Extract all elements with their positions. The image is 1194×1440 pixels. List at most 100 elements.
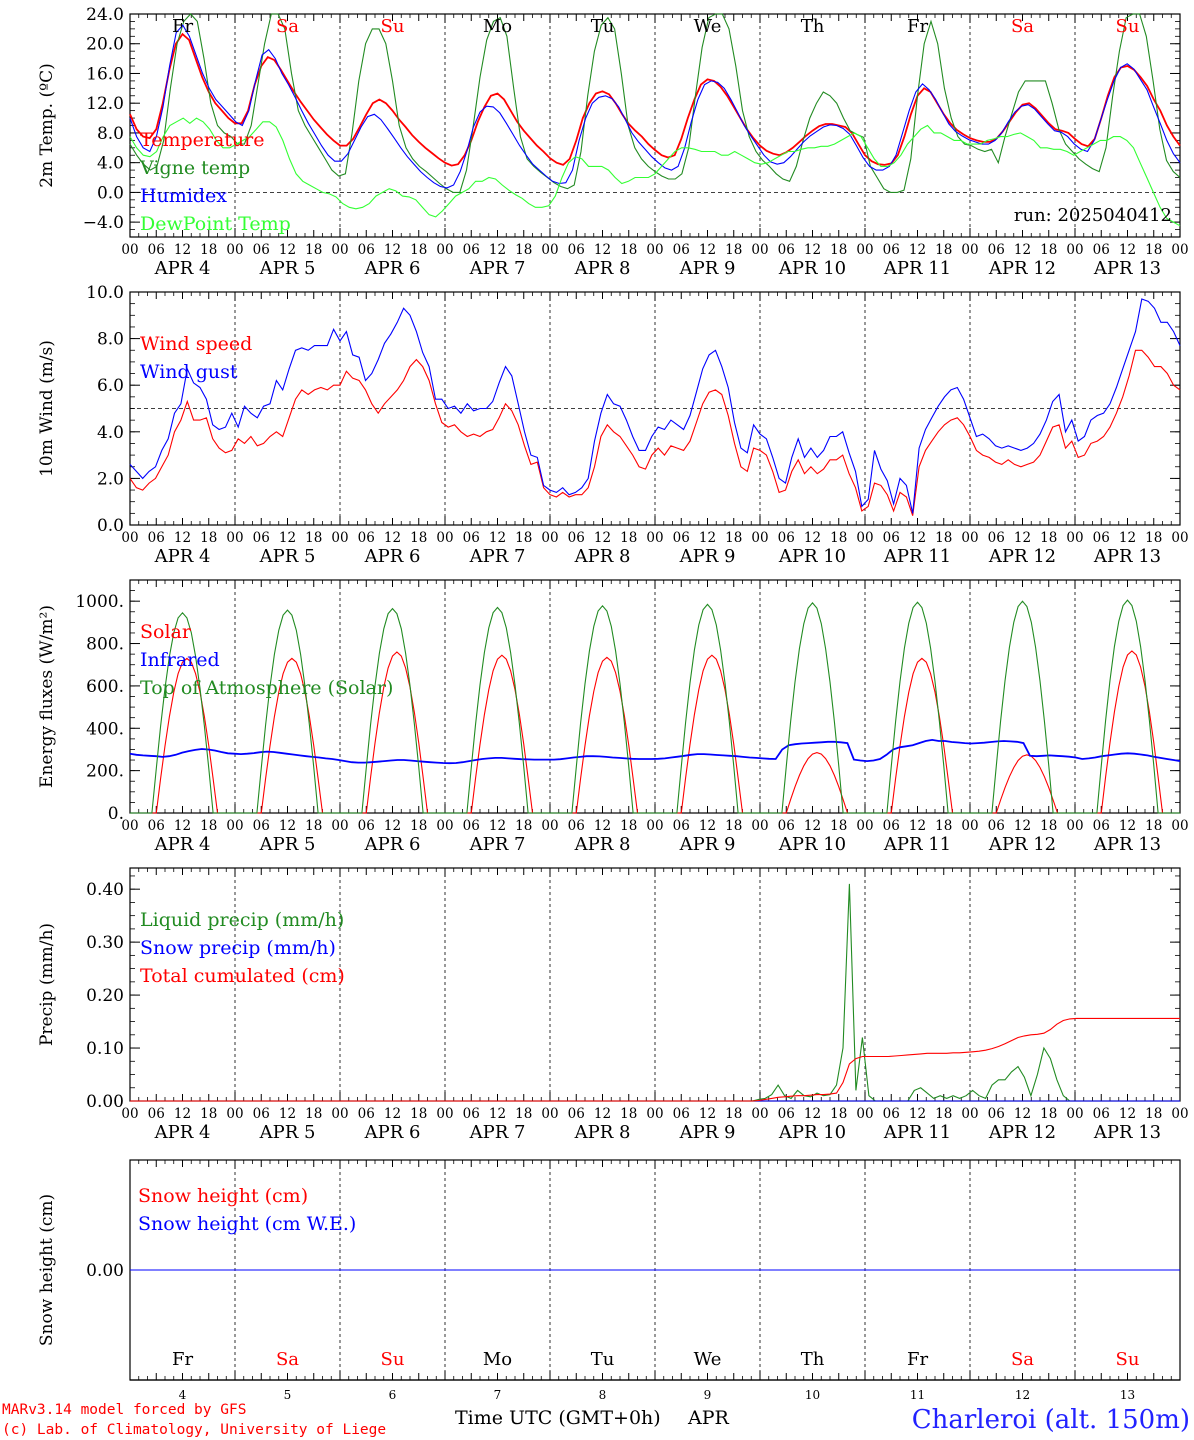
y-tick-label: 4.0 xyxy=(97,423,124,443)
x-hour-label: 06 xyxy=(988,1106,1005,1122)
x-hour-label: 18 xyxy=(515,1106,532,1122)
x-hour-label: 06 xyxy=(1093,818,1110,834)
x-hour-label: 00 xyxy=(121,242,138,258)
y-tick-label: 6.0 xyxy=(97,376,124,396)
y-axis-label: Precip (mm/h) xyxy=(37,923,57,1046)
x-hour-label: 06 xyxy=(883,1106,900,1122)
y-tick-label: −4.0 xyxy=(83,213,124,233)
x-hour-label: 18 xyxy=(200,530,217,546)
x-axis-month: APR xyxy=(687,1407,730,1429)
weekday-label: Su xyxy=(381,16,405,37)
x-hour-label: 12 xyxy=(909,818,926,834)
x-hour-label: 12 xyxy=(804,242,821,258)
x-hour-label: 00 xyxy=(751,242,768,258)
x-day-number: 9 xyxy=(704,1388,712,1402)
x-date-label: APR 8 xyxy=(574,258,631,279)
copyright-credit: (c) Lab. of Climatology, University of L… xyxy=(2,1422,386,1438)
weekday-label: Tu xyxy=(591,16,615,37)
x-date-label: APR 6 xyxy=(364,546,421,567)
x-day-number: 13 xyxy=(1120,1388,1135,1402)
y-tick-label: 600. xyxy=(86,677,124,697)
weekday-label: Su xyxy=(381,1349,405,1370)
x-hour-label: 00 xyxy=(646,242,663,258)
x-hour-label: 18 xyxy=(830,1106,847,1122)
x-hour-label: 12 xyxy=(1119,1106,1136,1122)
x-hour-label: 00 xyxy=(856,818,873,834)
weekday-label: Th xyxy=(801,16,825,37)
legend-entry: Humidex xyxy=(140,185,227,207)
weekday-label: Fr xyxy=(907,16,928,37)
x-hour-label: 18 xyxy=(725,530,742,546)
x-hour-label: 06 xyxy=(463,818,480,834)
series-line-wind-gust xyxy=(129,298,1181,514)
x-hour-label: 00 xyxy=(751,1106,768,1122)
x-hour-label: 12 xyxy=(1014,242,1031,258)
x-hour-label: 00 xyxy=(541,530,558,546)
x-date-label: APR 9 xyxy=(679,834,736,855)
x-date-label: APR 11 xyxy=(883,546,951,567)
x-date-label: APR 12 xyxy=(988,834,1056,855)
y-tick-label: 24.0 xyxy=(86,5,124,25)
x-hour-label: 00 xyxy=(1066,530,1083,546)
legend-entry: Liquid precip (mm/h) xyxy=(140,909,344,931)
x-hour-label: 12 xyxy=(594,242,611,258)
x-hour-label: 00 xyxy=(331,530,348,546)
x-date-label: APR 5 xyxy=(259,834,316,855)
x-hour-label: 06 xyxy=(568,818,585,834)
x-hour-label: 12 xyxy=(909,530,926,546)
y-tick-label: 8.0 xyxy=(97,124,124,144)
weekday-label: Fr xyxy=(172,1349,193,1370)
x-hour-label: 12 xyxy=(594,818,611,834)
x-hour-label: 12 xyxy=(594,1106,611,1122)
x-hour-label: 12 xyxy=(384,530,401,546)
weekday-label: Fr xyxy=(172,16,193,37)
x-hour-label: 18 xyxy=(1145,530,1162,546)
series-line-infrared xyxy=(129,738,1181,765)
x-hour-label: 18 xyxy=(200,818,217,834)
y-tick-label: 16.0 xyxy=(86,64,124,84)
x-date-label: APR 4 xyxy=(154,258,211,279)
x-hour-label: 00 xyxy=(436,530,453,546)
x-hour-label: 06 xyxy=(883,530,900,546)
x-date-label: APR 11 xyxy=(883,1122,951,1143)
x-hour-label: 18 xyxy=(935,818,952,834)
weekday-label: Sa xyxy=(276,16,299,37)
x-hour-label: 00 xyxy=(646,818,663,834)
x-hour-label: 00 xyxy=(1066,818,1083,834)
x-hour-label: 18 xyxy=(200,242,217,258)
x-date-label: APR 12 xyxy=(988,258,1056,279)
y-axis-label: 10m Wind (m/s) xyxy=(37,340,57,477)
x-hour-label: 18 xyxy=(305,242,322,258)
x-axis-title: Time UTC (GMT+0h) xyxy=(455,1407,661,1429)
x-date-label: APR 6 xyxy=(364,1122,421,1143)
y-tick-label: 1000. xyxy=(75,592,124,612)
x-hour-label: 06 xyxy=(778,818,795,834)
x-hour-label: 06 xyxy=(148,242,165,258)
weekday-label: Tu xyxy=(591,1349,615,1370)
x-hour-label: 12 xyxy=(1119,530,1136,546)
series-line-humidex xyxy=(129,24,1181,189)
x-date-label: APR 10 xyxy=(778,546,846,567)
x-date-label: APR 8 xyxy=(574,834,631,855)
x-hour-label: 06 xyxy=(358,242,375,258)
x-hour-label: 06 xyxy=(988,242,1005,258)
x-hour-label: 18 xyxy=(410,818,427,834)
x-hour-label: 12 xyxy=(174,242,191,258)
x-hour-label: 00 xyxy=(646,530,663,546)
x-hour-label: 12 xyxy=(1014,1106,1031,1122)
x-hour-label: 06 xyxy=(673,242,690,258)
x-hour-label: 00 xyxy=(226,818,243,834)
y-tick-label: 200. xyxy=(86,762,124,782)
y-axis-label: 2m Temp. (ºC) xyxy=(37,63,57,188)
x-hour-label: 18 xyxy=(935,242,952,258)
x-date-label: APR 9 xyxy=(679,1122,736,1143)
x-date-label: APR 9 xyxy=(679,258,736,279)
y-tick-label: 0.30 xyxy=(86,933,124,953)
weekday-label: Mo xyxy=(483,16,512,37)
x-hour-label: 06 xyxy=(1093,242,1110,258)
x-hour-label: 00 xyxy=(1171,1106,1188,1122)
y-tick-label: 8.0 xyxy=(97,330,124,350)
weekday-label: Su xyxy=(1116,1349,1140,1370)
x-hour-label: 12 xyxy=(279,1106,296,1122)
